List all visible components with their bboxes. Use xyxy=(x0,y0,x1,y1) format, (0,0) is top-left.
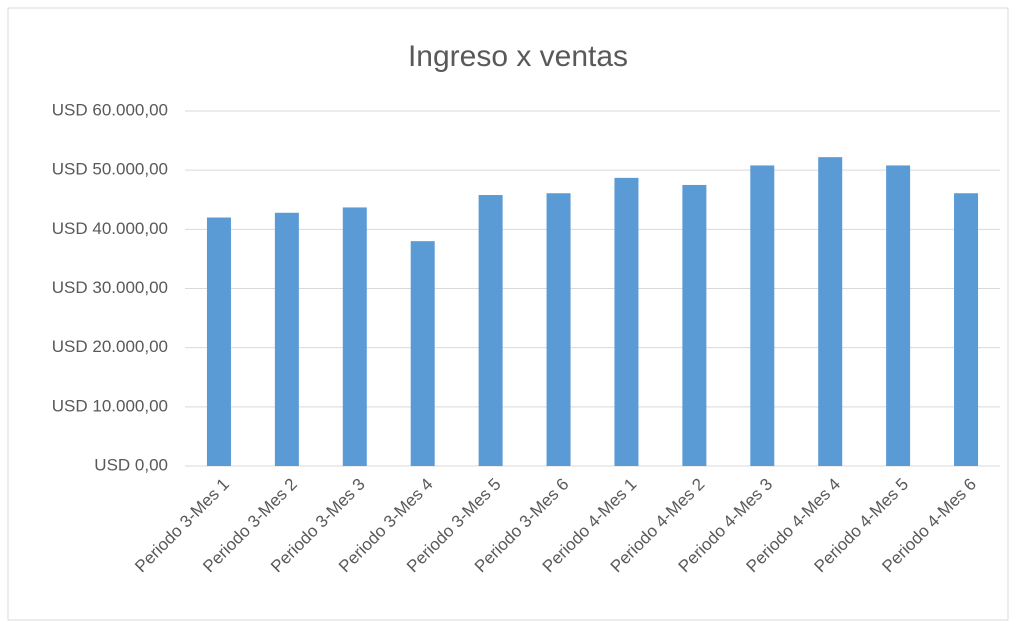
bar xyxy=(614,177,639,466)
bar xyxy=(682,184,707,467)
chart-title: Ingreso x ventas xyxy=(408,40,628,73)
bar xyxy=(750,165,775,466)
y-tick-label: USD 60.000,00 xyxy=(52,100,168,119)
y-tick-label: USD 40.000,00 xyxy=(52,219,168,238)
y-tick-label: USD 0,00 xyxy=(94,455,168,474)
bar xyxy=(206,217,231,466)
y-tick-label: USD 20.000,00 xyxy=(52,337,168,356)
bar xyxy=(954,193,979,466)
bar xyxy=(274,212,299,466)
bar xyxy=(342,207,367,467)
y-tick-label: USD 50.000,00 xyxy=(52,160,168,179)
bar xyxy=(886,165,911,466)
y-tick-label: USD 10.000,00 xyxy=(52,396,168,415)
y-tick-label: USD 30.000,00 xyxy=(52,278,168,297)
bar xyxy=(546,193,571,466)
bar xyxy=(818,157,843,466)
bar xyxy=(410,241,435,466)
bar xyxy=(478,195,503,466)
